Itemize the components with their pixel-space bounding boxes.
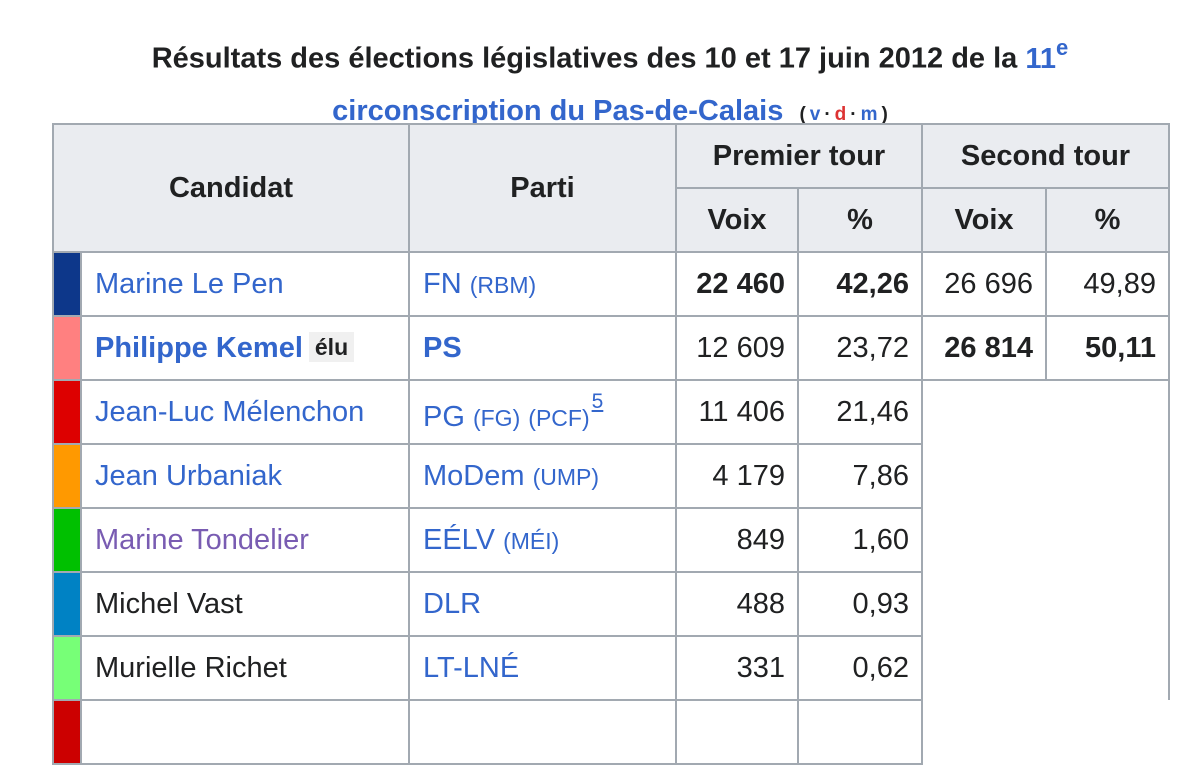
- header-second-tour: Second tour: [921, 123, 1170, 189]
- elected-badge: élu: [308, 331, 355, 362]
- candidate-link[interactable]: Marine Le Pen: [95, 267, 284, 300]
- round1-votes: 331: [675, 635, 799, 701]
- party-color-swatch: [52, 443, 82, 509]
- party-cell: LT-LNÉ: [408, 635, 677, 701]
- table-row: Marine Le Pen FN (RBM) 22 460 42,26 26 6…: [52, 251, 1170, 317]
- party-cell: DLR: [408, 571, 677, 637]
- round1-pct: 0,62: [797, 635, 923, 701]
- results-table: Candidat Parti Premier tour Second tour …: [52, 123, 1170, 765]
- caption-prefix: Résultats des élections législatives des…: [151, 42, 1018, 75]
- party-extra-link[interactable]: (RBM): [469, 271, 537, 298]
- candidate-cell: Jean Urbaniak: [80, 443, 410, 509]
- party-color-swatch: [52, 635, 82, 701]
- candidate-link[interactable]: Philippe Kemel: [95, 331, 303, 364]
- table-row: Jean Urbaniak MoDem (UMP) 4 179 7,86: [52, 443, 1169, 509]
- table-row: Murielle Richet LT-LNÉ 331 0,62: [52, 635, 1169, 701]
- header-candidat: Candidat: [52, 123, 410, 253]
- round2-votes: 26 696: [921, 251, 1047, 317]
- header-voix-1: Voix: [675, 187, 799, 253]
- candidate-cell: Marine Le Pen: [80, 251, 410, 317]
- navbox-links: (v · d · m): [799, 103, 888, 125]
- party-cell: PS: [408, 315, 677, 381]
- candidate-link[interactable]: Jean-Luc Mélenchon: [95, 395, 365, 428]
- candidate-cell: Jean-Luc Mélenchon: [80, 379, 410, 445]
- party-link[interactable]: PS: [423, 331, 462, 364]
- table-row: Philippe Kemel élu PS 12 609 23,72 26 814…: [52, 315, 1170, 381]
- candidate-cell: Marine Tondelier: [80, 507, 410, 573]
- constituency-link[interactable]: circonscription du Pas-de-Calais: [332, 94, 784, 127]
- round1-votes: 488: [675, 571, 799, 637]
- candidate-cell: Philippe Kemel élu: [80, 315, 410, 381]
- table-caption: Résultats des élections législatives des…: [0, 24, 1200, 141]
- empty-second-round: [921, 379, 1170, 700]
- header-parti: Parti: [408, 123, 677, 253]
- party-extra-link[interactable]: (PCF): [528, 405, 590, 431]
- round1-pct: 21,46: [797, 379, 923, 445]
- party-color-swatch: [52, 571, 82, 637]
- table-row: Jean-Luc Mélenchon PG (FG) (PCF)5 11 406…: [52, 379, 1170, 700]
- round1-votes: 4 179: [675, 443, 799, 509]
- round1-pct: 7,86: [797, 443, 923, 509]
- candidate-name: Michel Vast: [80, 571, 410, 637]
- party-link[interactable]: DLR: [423, 587, 482, 620]
- round1-votes: 11 406: [675, 379, 799, 445]
- constituency-link-number[interactable]: 11e: [1025, 35, 1069, 75]
- round2-pct: 50,11: [1045, 315, 1170, 381]
- party-color-swatch: [52, 251, 82, 317]
- discuss-template-link[interactable]: d: [834, 103, 847, 125]
- header-pct-2: %: [1045, 187, 1170, 253]
- party-color-swatch: [52, 379, 82, 445]
- candidate-name: Murielle Richet: [80, 635, 410, 701]
- round1-pct: 1,60: [797, 507, 923, 573]
- table-row: Marine Tondelier EÉLV (MÉI) 849 1,60: [52, 507, 1169, 573]
- party-link[interactable]: FN: [423, 267, 462, 300]
- round1-votes: 12 609: [675, 315, 799, 381]
- edit-template-link[interactable]: m: [860, 103, 878, 125]
- party-color-swatch: [52, 315, 82, 381]
- round2-votes: 26 814: [921, 315, 1047, 381]
- candidate-link[interactable]: Jean Urbaniak: [95, 459, 282, 492]
- round1-votes: 22 460: [675, 251, 799, 317]
- party-cell: EÉLV (MÉI): [408, 507, 677, 573]
- round1-pct: 42,26: [797, 251, 923, 317]
- party-extra-link[interactable]: (UMP): [532, 463, 600, 490]
- party-link[interactable]: PG: [423, 401, 465, 433]
- table-row: Michel Vast DLR 488 0,93: [52, 571, 1169, 637]
- party-cell: MoDem (UMP): [408, 443, 677, 509]
- table-row-partial: [52, 699, 1169, 765]
- round1-votes: 849: [675, 507, 799, 573]
- party-color-swatch: [52, 507, 82, 573]
- party-cell: FN (RBM): [408, 251, 677, 317]
- view-template-link[interactable]: v: [809, 103, 821, 125]
- header-voix-2: Voix: [921, 187, 1047, 253]
- party-extra-link[interactable]: (MÉI): [503, 527, 560, 554]
- round2-pct: 49,89: [1045, 251, 1170, 317]
- party-link[interactable]: EÉLV: [423, 523, 496, 556]
- party-color-swatch: [52, 699, 82, 765]
- header-pct-1: %: [797, 187, 923, 253]
- footnote-link[interactable]: 5: [591, 390, 604, 413]
- round1-pct: 23,72: [797, 315, 923, 381]
- party-cell: PG (FG) (PCF)5: [408, 379, 677, 445]
- round1-pct: 0,93: [797, 571, 923, 637]
- party-link[interactable]: MoDem: [423, 459, 525, 492]
- candidate-link[interactable]: Marine Tondelier: [95, 523, 309, 556]
- party-extra-link[interactable]: (FG): [472, 405, 521, 431]
- party-link[interactable]: LT-LNÉ: [423, 651, 520, 684]
- header-premier-tour: Premier tour: [675, 123, 923, 189]
